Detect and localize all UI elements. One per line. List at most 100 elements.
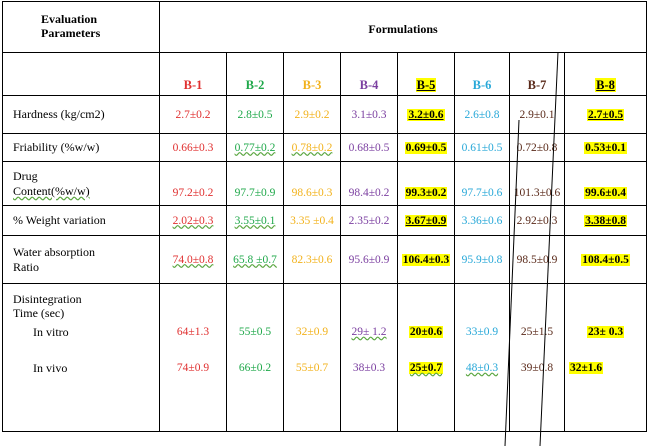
table-cell: 2.6±0.8 — [454, 95, 510, 134]
row-label-line1: Water absorption — [13, 244, 96, 259]
cell-value: 2.7±0.5 — [587, 108, 625, 121]
table-cell: 106.4±0.3 — [397, 235, 455, 284]
row-label: Disintegration Time (sec) In vitro In vi… — [2, 283, 160, 432]
table-cell: 3.1±0.3 — [340, 95, 398, 134]
invivo-value: 39±0.8 — [520, 362, 554, 374]
table-cell: 98.5±0.9 — [509, 235, 565, 284]
invitro-value: 20±0.6 — [398, 322, 454, 342]
table-cell: 2.02±0.3 — [159, 205, 227, 236]
invivo-value: 32±1.6 — [565, 358, 646, 378]
table-cell: 2.7±0.5 — [563, 95, 648, 134]
invitro-value: 32±0.9 — [295, 326, 329, 338]
table-cell: 0.72±0.8 — [509, 133, 565, 162]
cell-value: 108.4±0.5 — [581, 253, 630, 266]
table-cell: 0.53±0.1 — [563, 133, 648, 162]
table-cell: 3.38±0.8 — [563, 205, 648, 236]
row-label-line1: Disintegration — [13, 292, 82, 306]
table-cell: 33±0.9 48±0.3 — [454, 283, 510, 432]
cell-value: 32±1.6 — [569, 362, 604, 374]
cell-value: 65.8 ±0.7 — [233, 253, 277, 266]
table-cell: 97.7±0.9 — [226, 161, 284, 206]
invitro-label: In vitro — [33, 325, 69, 339]
table-cell: 0.78±0.2 — [283, 133, 341, 162]
col-b4: B-4 — [340, 52, 398, 96]
invivo-value: 25±0.7 — [398, 358, 454, 378]
invitro-value: 33±0.9 — [465, 326, 499, 338]
col-b7: B-7 — [509, 52, 565, 96]
table-cell: 2.9±0.1 — [509, 95, 565, 134]
column-header-row: B-1 B-2 B-3 B-4 B-5 B-6 B-7 B-8 — [2, 52, 648, 96]
table-row: % Weight variation 2.02±0.3 3.55±0.1 3.3… — [2, 205, 648, 236]
cell-value: 23± 0.3 — [587, 326, 625, 338]
invitro-value: 64±1.3 — [176, 326, 210, 338]
invivo-value: 48±0.3 — [455, 358, 509, 378]
row-label: Drug Content(%w/w) — [2, 161, 160, 206]
col-b8: B-8 — [563, 52, 648, 96]
row-label: Water absorption Ratio — [2, 235, 160, 284]
table-row: Hardness (kg/cm2) 2.7±0.2 2.8±0.5 2.9±0.… — [2, 95, 648, 134]
table-cell: 2.7±0.2 — [159, 95, 227, 134]
table-cell: 29± 1.2 38±0.3 — [340, 283, 398, 432]
table-cell: 82.3±0.6 — [283, 235, 341, 284]
formulation-table: Evaluation Parameters Formulations B-1 B… — [2, 1, 648, 432]
table-cell: 20±0.6 25±0.7 — [397, 283, 455, 432]
invivo-label: In vivo — [33, 361, 68, 375]
cell-value: 25±0.7 — [408, 362, 444, 374]
table-cell: 3.36±0.6 — [454, 205, 510, 236]
parameters-header-line2: Parameters — [41, 26, 101, 40]
table-cell: 3.55±0.1 — [226, 205, 284, 236]
table-cell: 98.6±0.3 — [283, 161, 341, 206]
table-cell: 23± 0.3 32±1.6 — [563, 283, 648, 432]
table-cell: 2.9±0.2 — [283, 95, 341, 134]
col-b8-label: B-8 — [595, 78, 616, 92]
table-cell: 32±0.9 55±0.7 — [283, 283, 341, 432]
invivo-value: 38±0.3 — [352, 362, 386, 374]
row-label: % Weight variation — [2, 205, 160, 236]
cell-value: 3.67±0.9 — [404, 214, 448, 227]
table-cell: 0.68±0.5 — [340, 133, 398, 162]
table-cell: 95.9±0.8 — [454, 235, 510, 284]
invitro-value: 25±1.5 — [520, 326, 554, 338]
cell-value: 3.38±0.8 — [584, 214, 627, 227]
table-cell: 65.8 ±0.7 — [226, 235, 284, 284]
invivo-value: 66±0.2 — [238, 362, 272, 374]
table-row-disintegration: Disintegration Time (sec) In vitro In vi… — [2, 283, 648, 432]
empty-corner — [2, 52, 160, 96]
row-label-line2: Content(%w/w) — [13, 184, 90, 198]
table-cell: 99.6±0.4 — [563, 161, 648, 206]
row-label: Hardness (kg/cm2) — [2, 95, 160, 134]
table-cell: 64±1.3 74±0.9 — [159, 283, 227, 432]
table-cell: 0.69±0.5 — [397, 133, 455, 162]
cell-value: 74.0±0.8 — [172, 253, 214, 266]
table-cell: 95.6±0.9 — [340, 235, 398, 284]
invitro-value: 29± 1.2 — [341, 322, 397, 342]
parameters-header: Evaluation Parameters — [2, 1, 160, 53]
row-label-line1: Drug — [13, 169, 38, 183]
table-cell: 0.61±0.5 — [454, 133, 510, 162]
cell-value: 3.2±0.6 — [407, 108, 445, 121]
table-cell: 3.35 ±0.4 — [283, 205, 341, 236]
cell-value: 0.77±0.2 — [234, 141, 276, 154]
table-cell: 0.66±0.3 — [159, 133, 227, 162]
cell-value: 29± 1.2 — [351, 326, 387, 338]
cell-value: 99.6±0.4 — [584, 187, 627, 199]
table-cell: 97.7±0.6 — [454, 161, 510, 206]
table-cell: 2.8±0.5 — [226, 95, 284, 134]
invivo-value: 55±0.7 — [295, 362, 329, 374]
table-cell: 25±1.5 39±0.8 — [509, 283, 565, 432]
col-b5: B-5 — [397, 52, 455, 96]
invitro-value: 23± 0.3 — [565, 322, 646, 342]
col-b2: B-2 — [226, 52, 284, 96]
row-label-line2: Time (sec) — [13, 306, 65, 320]
table-row: Water absorption Ratio 74.0±0.8 65.8 ±0.… — [2, 235, 648, 284]
table-cell: 108.4±0.5 — [563, 235, 648, 284]
cell-value: 48±0.3 — [465, 362, 499, 374]
col-b3: B-3 — [283, 52, 341, 96]
row-label-line2: Ratio — [13, 259, 39, 274]
cell-value: 99.3±0.2 — [404, 187, 448, 199]
invitro-value: 55±0.5 — [238, 326, 272, 338]
table-cell: 97.2±0.2 — [159, 161, 227, 206]
table-cell: 0.77±0.2 — [226, 133, 284, 162]
parameters-header-line1: Evaluation — [41, 12, 98, 26]
table-cell: 2.92±0.3 — [509, 205, 565, 236]
